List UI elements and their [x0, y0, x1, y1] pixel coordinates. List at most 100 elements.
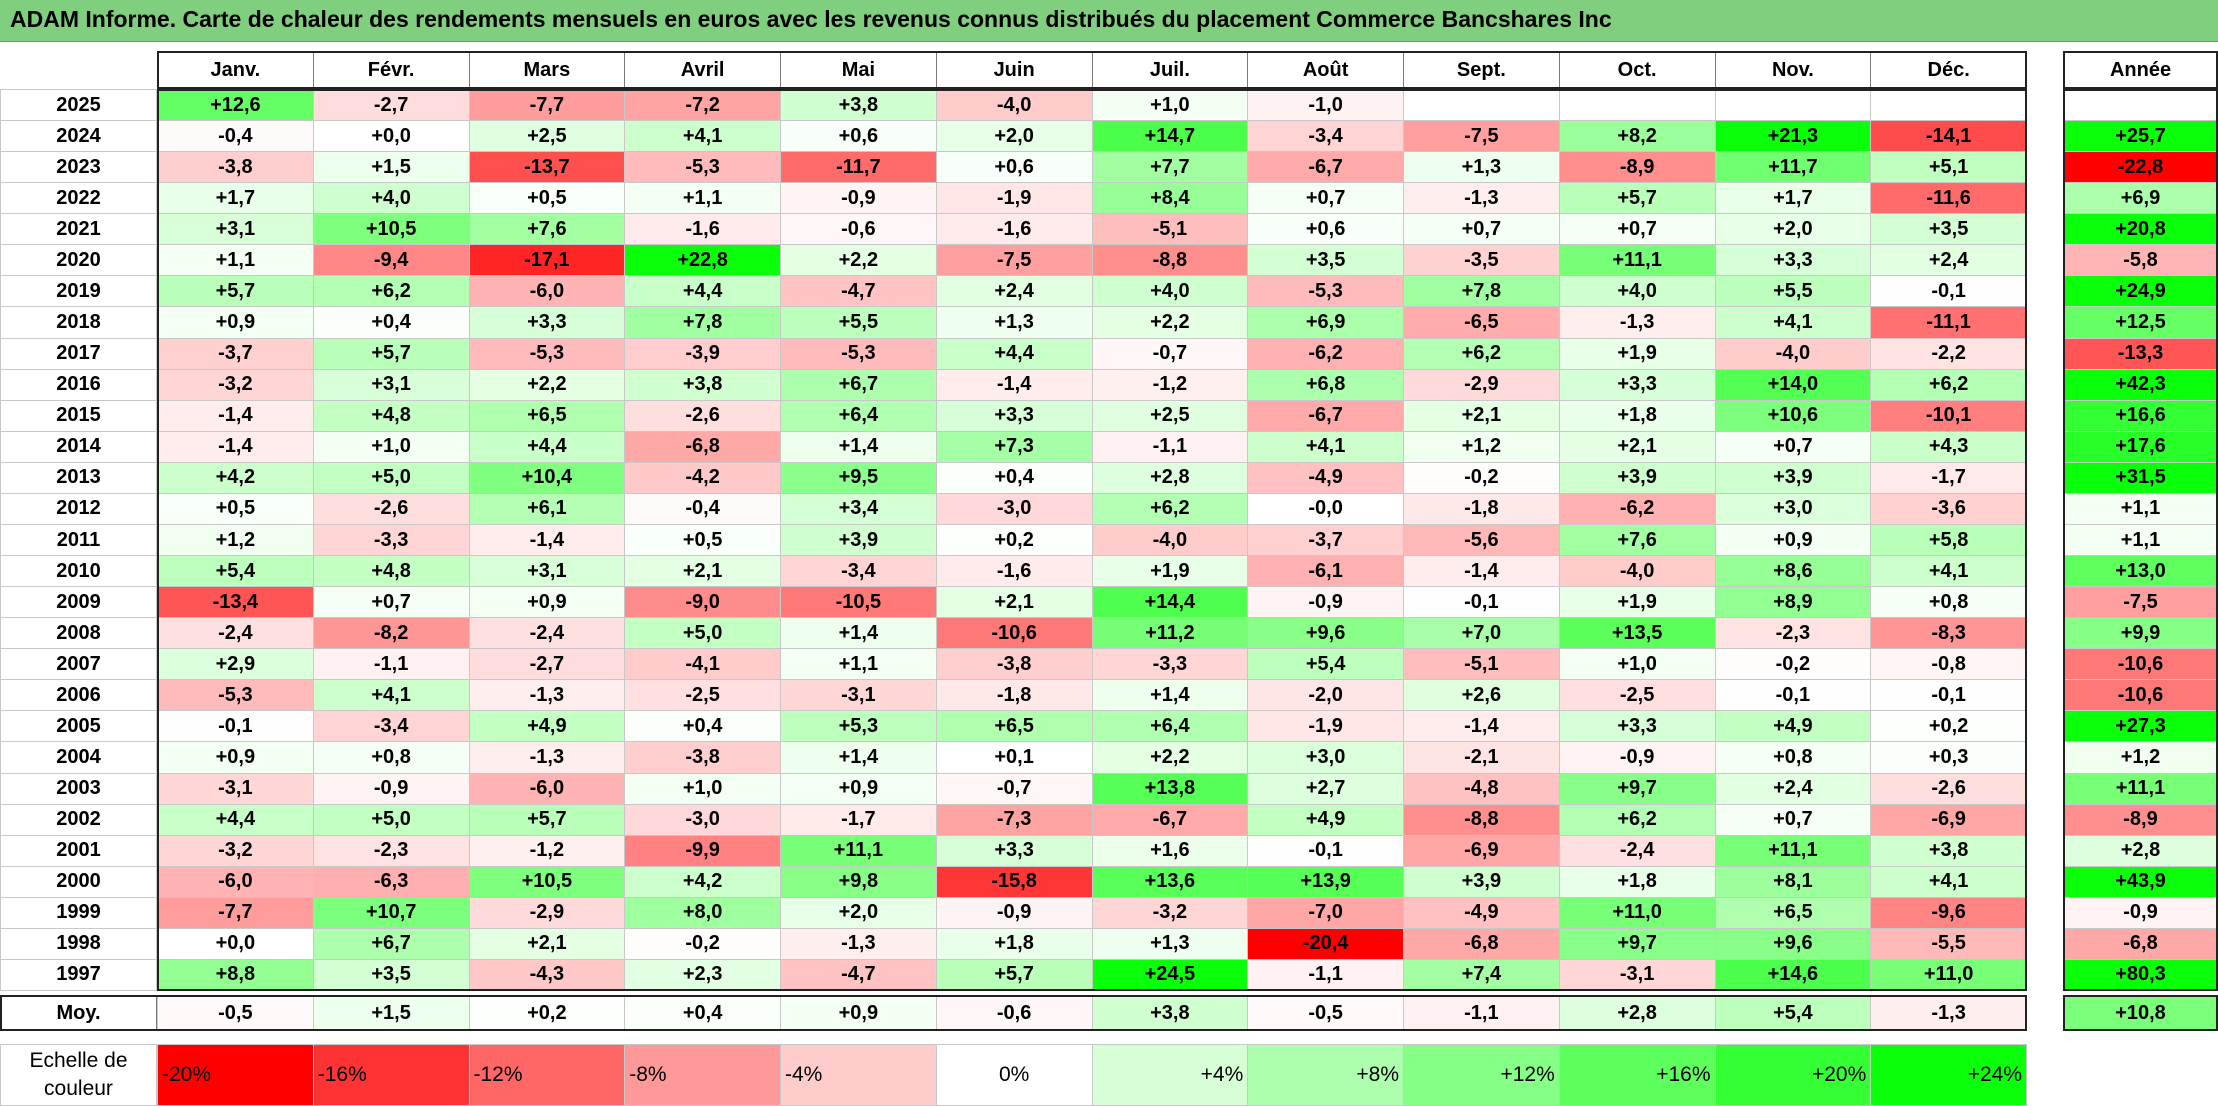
heatmap-cell: +5,3	[780, 710, 937, 743]
average-cell: +0,4	[624, 995, 781, 1031]
heatmap-cell: -1,8	[1403, 492, 1560, 525]
heatmap-cell: +2,0	[780, 896, 937, 929]
annual-cell: +1,2	[2063, 741, 2218, 774]
heatmap-cell: -0,6	[780, 213, 937, 246]
heatmap-cell: -9,0	[624, 586, 781, 619]
heatmap-cell: -13,4	[157, 586, 314, 619]
heatmap-cell: -2,4	[468, 617, 626, 650]
average-cell: -0,5	[157, 995, 314, 1031]
heatmap-cell: +2,7	[1247, 772, 1404, 805]
annual-cell: -22,8	[2063, 151, 2218, 184]
heatmap-cell: +1,1	[780, 648, 937, 681]
heatmap-cell: -0,1	[1870, 275, 2027, 308]
heatmap-cell: +3,9	[780, 523, 937, 557]
heatmap-cell: +5,4	[1247, 648, 1404, 681]
heatmap-cell: +7,4	[1403, 958, 1560, 992]
annual-cell: +43,9	[2063, 865, 2218, 898]
heatmap-cell: +0,2	[935, 523, 1093, 557]
heatmap-cell: +0,0	[157, 927, 314, 960]
heatmap-cell: +4,1	[1714, 306, 1872, 339]
heatmap-cell: +0,0	[312, 120, 470, 153]
heatmap-cell: +6,5	[935, 710, 1093, 743]
heatmap-cell: +1,9	[1558, 586, 1716, 619]
heatmap-cell: -0,7	[1091, 337, 1249, 370]
heatmap-cell: +0,4	[935, 461, 1093, 494]
heatmap-cell: -9,6	[1870, 896, 2027, 929]
heatmap-cell: +8,4	[1091, 182, 1249, 215]
heatmap-cell: -4,0	[1714, 337, 1872, 370]
heatmap-cell: +8,2	[1558, 120, 1716, 153]
heatmap-cell: +0,4	[624, 710, 781, 743]
heatmap-cell: -3,1	[1558, 958, 1716, 992]
heatmap-cell: +21,3	[1714, 120, 1872, 153]
heatmap-cell: +11,1	[1714, 834, 1872, 867]
heatmap-cell: +14,7	[1091, 120, 1249, 153]
heatmap-cell: +1,2	[157, 523, 314, 557]
heatmap-cell: +6,4	[1091, 710, 1249, 743]
heatmap-cell: +0,1	[935, 741, 1093, 774]
heatmap-cell: -8,2	[312, 617, 470, 650]
heatmap-cell: -1,4	[157, 430, 314, 463]
year-label: 2011	[0, 523, 157, 557]
annual-cell: +12,5	[2063, 306, 2218, 339]
heatmap-cell: +11,1	[780, 834, 937, 867]
heatmap-cell: +7,8	[624, 306, 781, 339]
heatmap-cell: +3,3	[935, 834, 1093, 867]
average-label: Moy.	[0, 995, 157, 1031]
annual-cell: +13,0	[2063, 555, 2218, 588]
heatmap-cell: -8,9	[1558, 151, 1716, 184]
heatmap-cell: -1,3	[468, 741, 626, 774]
annual-cell: +31,5	[2063, 461, 2218, 494]
heatmap-cell: +0,5	[468, 182, 626, 215]
year-label: 2017	[0, 337, 157, 370]
heatmap-cell: +11,7	[1714, 151, 1872, 184]
heatmap-cell: -4,7	[780, 958, 937, 992]
heatmap-cell: +14,0	[1714, 368, 1872, 401]
heatmap-cell: +10,5	[312, 213, 470, 246]
heatmap-cell: +13,9	[1247, 865, 1404, 898]
annual-cell: -8,9	[2063, 803, 2218, 836]
heatmap-cell: +7,0	[1403, 617, 1560, 650]
heatmap-cell: -6,1	[1247, 555, 1404, 588]
heatmap-cell: -2,4	[157, 617, 314, 650]
heatmap-cell: -3,7	[157, 337, 314, 370]
month-header: Mars	[468, 51, 626, 89]
heatmap-cell: +2,1	[468, 927, 626, 960]
heatmap-cell: -17,1	[468, 244, 626, 277]
heatmap-cell: +4,9	[1247, 803, 1404, 836]
heatmap-cell: -13,7	[468, 151, 626, 184]
heatmap-cell: -2,7	[468, 648, 626, 681]
heatmap-cell: +5,0	[312, 461, 470, 494]
heatmap-cell: +7,6	[1558, 523, 1716, 557]
heatmap-cell: +2,2	[1091, 741, 1249, 774]
heatmap-cell: -6,7	[1247, 399, 1404, 432]
heatmap-cell: -4,0	[1091, 523, 1249, 557]
average-cell: +0,2	[468, 995, 626, 1031]
heatmap-cell: -0,0	[1247, 492, 1404, 525]
heatmap-cell: -1,3	[780, 927, 937, 960]
year-label: 2021	[0, 213, 157, 246]
heatmap-cell: -0,1	[1870, 679, 2027, 712]
heatmap-cell: +2,0	[935, 120, 1093, 153]
month-header: Avril	[624, 51, 781, 89]
heatmap-cell: -2,0	[1247, 679, 1404, 712]
annual-cell: +42,3	[2063, 368, 2218, 401]
heatmap-cell: -7,5	[1403, 120, 1560, 153]
heatmap-cell: +7,3	[935, 430, 1093, 463]
heatmap-cell: +2,0	[1714, 213, 1872, 246]
heatmap-cell: +3,3	[1558, 368, 1716, 401]
month-header: Août	[1247, 51, 1404, 89]
annual-cell: -13,3	[2063, 337, 2218, 370]
heatmap-cell: -0,1	[1247, 834, 1404, 867]
month-header: Déc.	[1870, 51, 2027, 89]
heatmap-cell: -0,9	[1247, 586, 1404, 619]
color-scale-swatch: +16%	[1558, 1044, 1716, 1106]
heatmap-cell: +4,4	[157, 803, 314, 836]
heatmap-cell: -3,4	[780, 555, 937, 588]
heatmap-cell: +2,1	[1403, 399, 1560, 432]
heatmap-cell: +4,0	[1558, 275, 1716, 308]
heatmap-cell: -1,7	[1870, 461, 2027, 494]
heatmap-cell: -1,3	[1558, 306, 1716, 339]
heatmap-cell: -15,8	[935, 865, 1093, 898]
